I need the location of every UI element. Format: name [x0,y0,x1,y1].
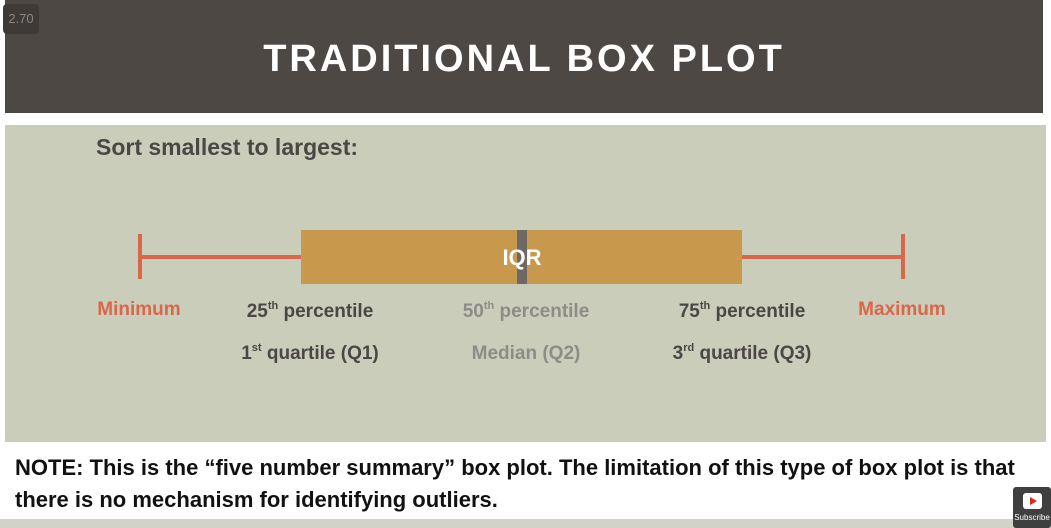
maximum-label: Maximum [858,299,946,320]
subscribe-button[interactable]: Subscribe [1013,487,1051,528]
slide-title: TRADITIONAL BOX PLOT [263,38,785,80]
q1-quartile-label: 1st quartile (Q1) [241,342,379,364]
median-q2-label: Median (Q2) [471,343,581,364]
title-bar: TRADITIONAL BOX PLOT [5,0,1043,113]
q3-quartile-label: 3rd quartile (Q3) [672,342,812,364]
youtube-play-icon [1023,493,1042,509]
note-text: NOTE: This is the “five number summary” … [15,455,1015,512]
max-whisker-cap [901,234,905,279]
minimum-label: Minimum [97,299,181,320]
left-whisker-line [140,255,301,259]
right-whisker-line [742,255,903,259]
q1-percentile-label: 25th percentile [246,300,374,322]
playback-speed-badge[interactable]: 2.70 [3,4,39,34]
panel-subtitle: Sort smallest to largest: [96,134,359,160]
iqr-label: IQR [502,245,542,270]
q3-percentile-label: 75th percentile [678,300,806,322]
median-percentile-label: 50th percentile [462,300,590,322]
subscribe-label: Subscribe [1014,513,1050,522]
median-marker [517,230,527,284]
bottom-strip [0,519,1051,528]
